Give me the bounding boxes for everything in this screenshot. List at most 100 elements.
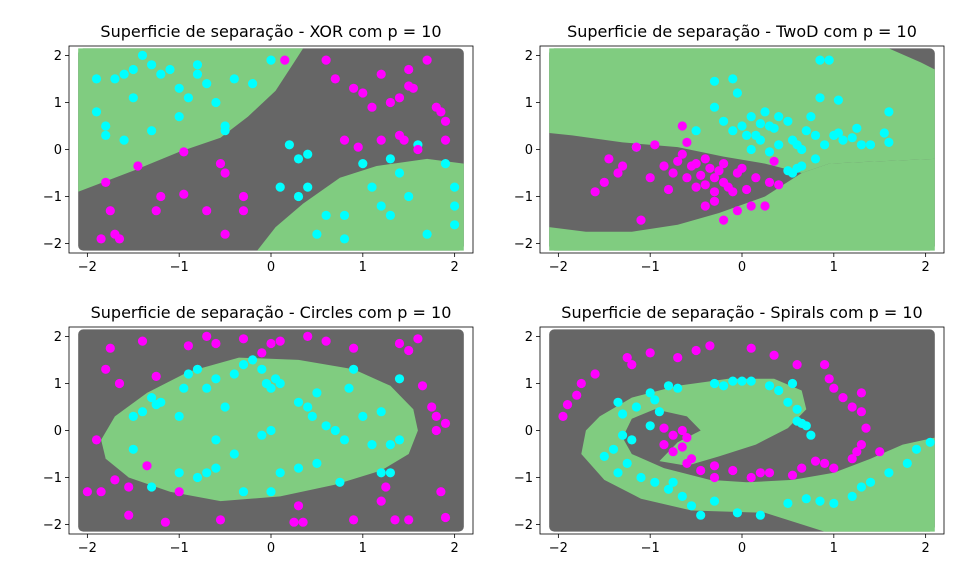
- point-class-a-17: [673, 383, 683, 393]
- point-class-b-11: [663, 184, 674, 195]
- point-class-b-35: [677, 442, 687, 452]
- point-class-a-1: [91, 107, 102, 117]
- point-class-a-44: [911, 444, 922, 454]
- x-tick-label: 0: [267, 541, 275, 556]
- point-class-b-42: [709, 187, 720, 197]
- point-class-a-28: [783, 397, 793, 407]
- x-tick-label: 1: [830, 541, 838, 556]
- point-class-a-33: [806, 430, 816, 440]
- point-class-b-36: [339, 135, 350, 145]
- point-class-a-49: [732, 508, 743, 518]
- point-class-a-21: [797, 144, 807, 155]
- point-class-b-46: [875, 447, 885, 457]
- point-class-b-19: [238, 334, 249, 344]
- point-class-a-21: [119, 135, 129, 145]
- point-class-b-1: [558, 411, 568, 421]
- point-class-b-25: [394, 93, 405, 103]
- point-class-b-33: [696, 465, 706, 476]
- point-class-a-31: [339, 210, 350, 220]
- point-class-a-47: [335, 477, 345, 487]
- point-class-b-47: [810, 456, 821, 466]
- x-tick-label: 1: [830, 260, 838, 275]
- point-class-a-24: [737, 376, 747, 386]
- x-tick-label: 1: [359, 541, 367, 556]
- point-class-b-23: [709, 173, 720, 183]
- y-tick-label: 2: [525, 49, 533, 64]
- point-class-a-48: [248, 79, 258, 89]
- point-class-a-41: [211, 463, 221, 473]
- point-class-b-6: [631, 142, 642, 152]
- point-class-a-5: [728, 126, 738, 136]
- point-class-b-18: [215, 515, 226, 525]
- point-class-a-27: [293, 191, 304, 202]
- point-class-b-15: [682, 173, 692, 183]
- point-class-b-9: [179, 147, 189, 157]
- point-class-a-17: [128, 93, 138, 103]
- point-class-a-40: [202, 468, 212, 478]
- point-class-a-16: [668, 477, 678, 487]
- point-class-a-37: [147, 482, 157, 492]
- subplot-1: −2 −1 0 1 2 2 1 0 −1 −2 Superficie de separação - …: [43, 22, 474, 275]
- point-class-a-26: [764, 381, 775, 391]
- point-class-a-3: [147, 393, 157, 403]
- point-class-b-9: [673, 353, 683, 363]
- point-class-a-1: [128, 411, 138, 421]
- point-class-a-13: [202, 79, 212, 89]
- point-class-a-39: [847, 491, 857, 501]
- decision-surface: [78, 48, 464, 251]
- x-tick-label: −1: [170, 260, 189, 275]
- point-class-b-41: [440, 512, 451, 523]
- point-class-a-21: [709, 496, 720, 506]
- point-class-b-25: [829, 463, 839, 473]
- point-class-b-23: [852, 447, 862, 457]
- point-class-a-15: [663, 381, 674, 391]
- y-tick-label: 1: [54, 96, 62, 111]
- point-class-a-43: [902, 458, 912, 468]
- point-class-a-17: [783, 116, 793, 126]
- decision-surface: [549, 48, 935, 251]
- point-class-b-20: [257, 348, 267, 358]
- point-class-a-45: [746, 144, 756, 155]
- point-class-b-45: [856, 388, 867, 398]
- point-class-b-1: [590, 187, 600, 197]
- point-class-b-4: [114, 234, 125, 244]
- y-tick-label: 2: [525, 330, 533, 345]
- point-class-a-48: [696, 510, 706, 520]
- point-class-a-53: [229, 449, 239, 459]
- point-class-a-42: [238, 487, 249, 497]
- x-tick-label: 2: [921, 541, 929, 556]
- point-class-b-8: [645, 173, 655, 183]
- point-class-a-37: [815, 496, 825, 506]
- point-class-b-8: [645, 348, 655, 358]
- y-tick-label: −1: [43, 471, 62, 486]
- point-class-b-9: [650, 140, 660, 150]
- point-class-a-12: [220, 402, 230, 412]
- point-class-a-35: [792, 416, 802, 426]
- point-class-a-16: [229, 74, 239, 84]
- point-class-b-13: [160, 517, 170, 527]
- point-class-b-7: [156, 191, 166, 202]
- point-class-a-35: [385, 210, 395, 220]
- point-class-b-4: [101, 364, 111, 374]
- point-class-a-9: [636, 472, 646, 483]
- point-class-a-18: [147, 126, 157, 136]
- point-class-b-18: [838, 393, 848, 403]
- point-class-a-36: [394, 168, 405, 178]
- x-tick-label: 0: [267, 260, 275, 275]
- point-class-b-12: [668, 168, 678, 178]
- point-class-a-11: [183, 93, 193, 103]
- point-class-b-35: [353, 142, 363, 152]
- point-class-b-23: [376, 69, 386, 79]
- point-class-a-23: [307, 411, 317, 421]
- point-class-b-27: [797, 463, 807, 473]
- point-class-a-6: [622, 458, 632, 468]
- point-class-b-8: [151, 206, 161, 216]
- point-class-b-23: [289, 517, 299, 527]
- point-class-b-12: [151, 371, 161, 381]
- point-class-a-39: [192, 472, 203, 483]
- point-class-a-42: [884, 468, 894, 478]
- point-class-b-38: [413, 144, 423, 155]
- y-tick-label: −1: [514, 471, 533, 486]
- point-class-a-15: [774, 112, 784, 122]
- point-class-a-10: [174, 83, 184, 93]
